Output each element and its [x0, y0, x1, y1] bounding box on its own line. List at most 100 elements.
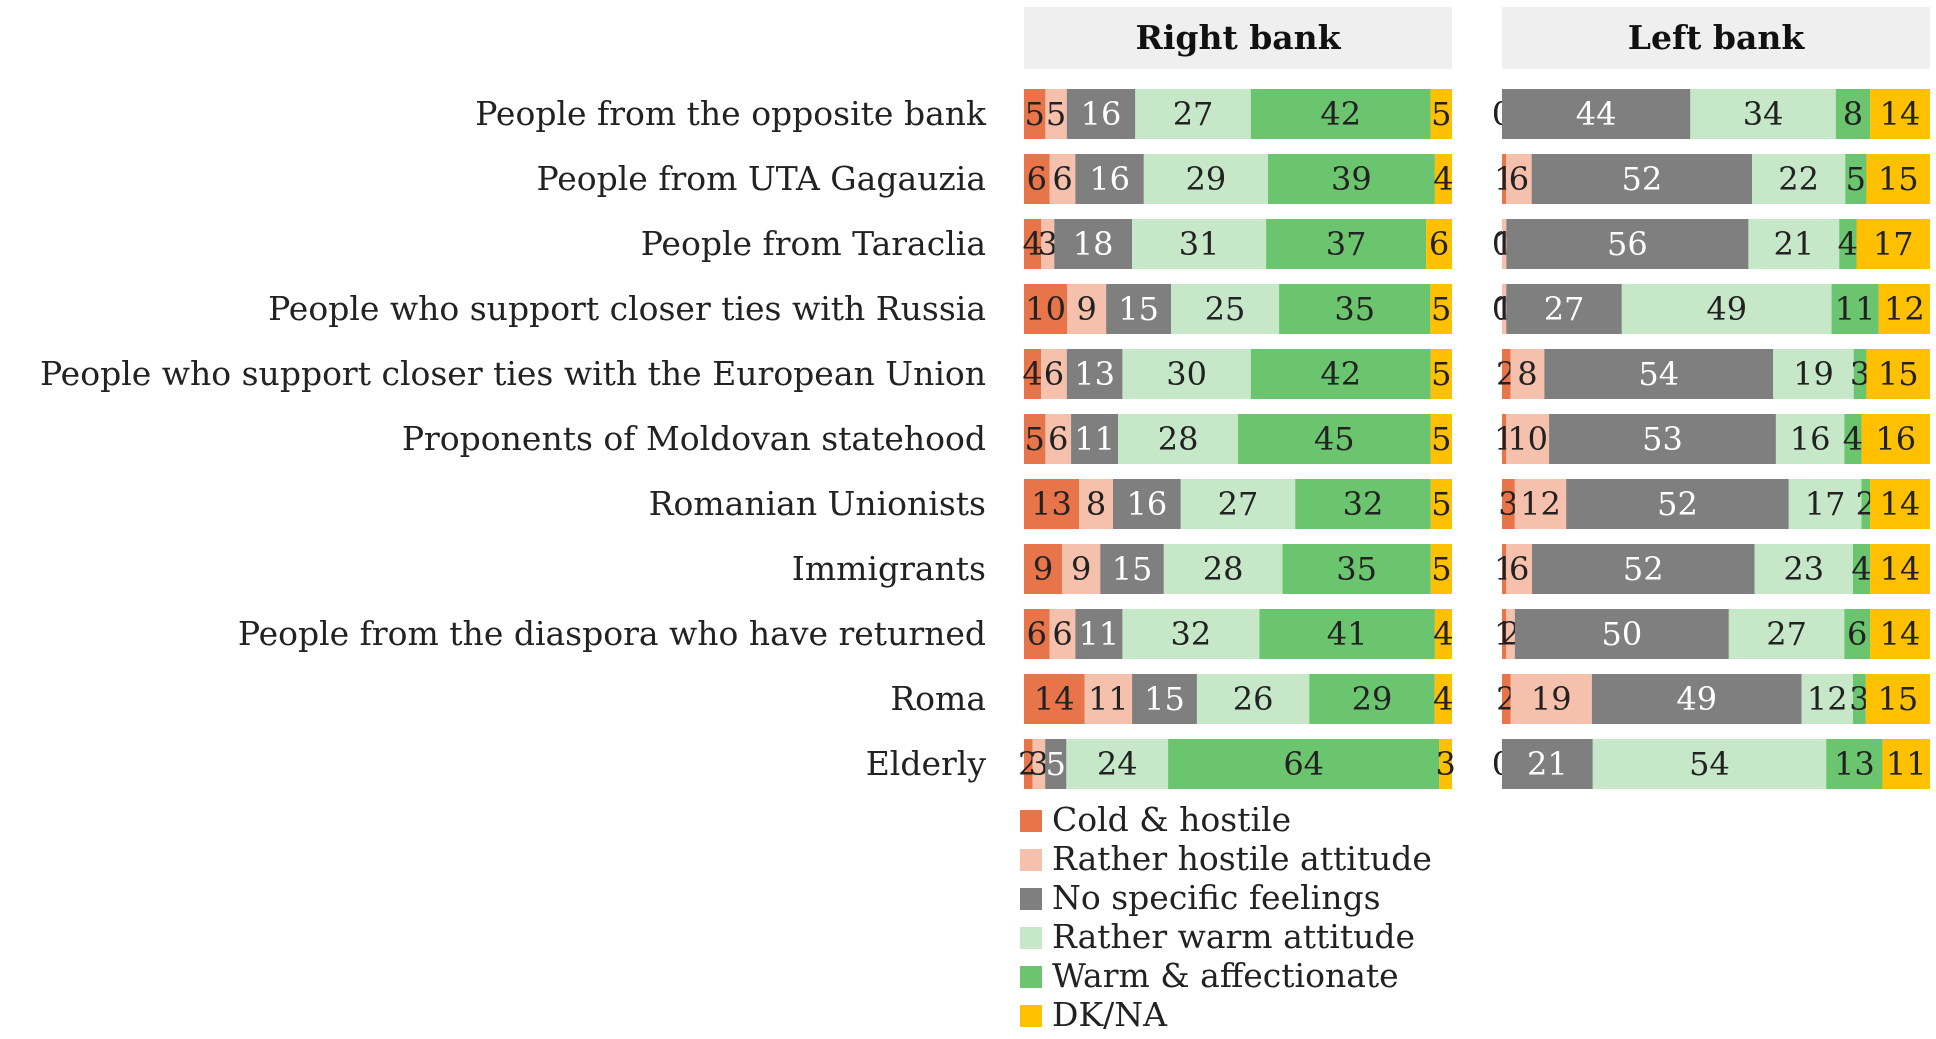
bar-segment-no-specific-feelings: [1066, 89, 1136, 139]
category-label: People who support closer ties with Russ…: [268, 289, 986, 328]
data-label: 10: [1025, 290, 1066, 328]
bar-segment-dk-na: [1861, 414, 1930, 464]
data-label: 52: [1623, 550, 1664, 588]
bar-segment-cold-hostile: [1502, 544, 1507, 594]
panel-titles: Right bank Left bank: [1024, 7, 1930, 69]
legend-label-cold-hostile: Cold & hostile: [1052, 800, 1291, 839]
data-label: 17: [1873, 225, 1914, 263]
bar-segment-rather-hostile-attitude: [1041, 349, 1067, 399]
data-label: 3: [1498, 485, 1518, 523]
bar-segment-rather-warm-attitude: [1773, 349, 1854, 399]
data-label: 28: [1203, 550, 1244, 588]
bar-segment-cold-hostile: [1024, 674, 1085, 724]
bar-segment-cold-hostile: [1502, 414, 1507, 464]
bar-segment-warm-affectionate: [1845, 154, 1867, 204]
bar-segment-dk-na: [1426, 219, 1452, 269]
legend-swatch-dk-na: [1020, 1005, 1042, 1027]
category-label: People from the diaspora who have return…: [238, 614, 986, 653]
data-label: 32: [1343, 485, 1384, 523]
category-label: Roma: [890, 679, 986, 718]
panel-header-right-bank: [1024, 7, 1452, 69]
bar-segment-warm-affectionate: [1250, 89, 1431, 139]
data-label: 11: [1835, 290, 1876, 328]
category-label: Elderly: [866, 744, 987, 783]
bar-segment-rather-hostile-attitude: [1510, 349, 1545, 399]
bar-segment-rather-hostile-attitude: [1514, 479, 1567, 529]
bar-segment-rather-warm-attitude: [1621, 284, 1832, 334]
data-label: 64: [1283, 745, 1324, 783]
data-label: 21: [1773, 225, 1814, 263]
bar-segment-warm-affectionate: [1238, 414, 1431, 464]
data-label: 4: [1838, 225, 1858, 263]
category-label: Romanian Unionists: [649, 484, 986, 523]
legend-label-no-specific-feelings: No specific feelings: [1052, 878, 1381, 917]
data-label: 14: [1034, 680, 1075, 718]
data-label: 45: [1314, 420, 1355, 458]
bar-segment-dk-na: [1870, 479, 1930, 529]
panel-bars-right-bank: 5 5 16 27 42 56 6 16 29 39 443 18 31 37 610 9 15 25 35 54 6 1…: [1018, 89, 1456, 789]
bar-segment-rather-warm-attitude: [1122, 609, 1260, 659]
data-label: 5: [1431, 95, 1451, 133]
panel-header-left-bank: [1502, 7, 1930, 69]
data-label: 29: [1186, 160, 1227, 198]
category-label: People from UTA Gagauzia: [537, 159, 987, 198]
bar-segment-warm-affectionate: [1295, 479, 1431, 529]
bar-segment-no-specific-feelings: [1514, 609, 1729, 659]
data-label: 16: [1089, 160, 1130, 198]
bar-segment-cold-hostile: [1024, 479, 1080, 529]
legend-swatch-rather-warm-attitude: [1020, 927, 1042, 949]
bar-segment-warm-affectionate: [1839, 219, 1857, 269]
data-label: 6: [1027, 615, 1047, 653]
panel-bars-left-bank: 0044348141652225150156214170127491112285…: [1492, 89, 1930, 789]
bar-segment-no-specific-feelings: [1066, 349, 1123, 399]
data-label: 21: [1527, 745, 1568, 783]
bar-segment-cold-hostile: [1502, 479, 1515, 529]
bar-segment-dk-na: [1430, 89, 1452, 139]
data-label: 6: [1052, 160, 1072, 198]
bar-segment-dk-na: [1866, 349, 1930, 399]
data-label: 11: [1886, 745, 1927, 783]
bar-segment-rather-warm-attitude: [1180, 479, 1296, 529]
bar-segment-dk-na: [1856, 219, 1930, 269]
bar-segment-dk-na: [1430, 349, 1452, 399]
data-label: 54: [1689, 745, 1730, 783]
bar-segment-dk-na: [1870, 609, 1930, 659]
data-label: 5: [1846, 160, 1866, 198]
bar-segment-dk-na: [1439, 739, 1452, 789]
bar-segment-rather-hostile-attitude: [1502, 284, 1507, 334]
data-label: 32: [1171, 615, 1212, 653]
bar-segment-warm-affectionate: [1844, 414, 1862, 464]
bar-segment-warm-affectionate: [1250, 349, 1431, 399]
bar-segment-rather-hostile-attitude: [1045, 89, 1067, 139]
bar-segment-rather-hostile-attitude: [1032, 739, 1046, 789]
bar-segment-warm-affectionate: [1835, 89, 1871, 139]
data-label: 5: [1431, 420, 1451, 458]
data-label: 41: [1327, 615, 1368, 653]
data-label: 11: [1074, 420, 1115, 458]
bar-segment-cold-hostile: [1502, 154, 1507, 204]
legend-label-dk-na: DK/NA: [1052, 995, 1168, 1034]
bar-segment-cold-hostile: [1502, 609, 1507, 659]
bar-segment-rather-hostile-attitude: [1041, 219, 1055, 269]
bar-segment-dk-na: [1430, 414, 1452, 464]
data-label: 12: [1884, 290, 1925, 328]
bar-segment-dk-na: [1430, 479, 1452, 529]
bar-segment-rather-hostile-attitude: [1506, 544, 1532, 594]
data-label: 4: [1843, 420, 1863, 458]
bar-segment-cold-hostile: [1024, 89, 1046, 139]
bar-segment-no-specific-feelings: [1502, 739, 1593, 789]
data-label: 4: [1433, 680, 1453, 718]
data-label: 37: [1326, 225, 1367, 263]
data-label: 6: [1509, 550, 1529, 588]
bar-segment-dk-na: [1882, 739, 1930, 789]
bar-segment-no-specific-feelings: [1549, 414, 1776, 464]
data-label: 17: [1805, 485, 1846, 523]
bar-segment-rather-hostile-attitude: [1506, 609, 1515, 659]
legend-swatch-rather-hostile-attitude: [1020, 849, 1042, 871]
bar-segment-rather-warm-attitude: [1132, 219, 1267, 269]
bar-segment-rather-warm-attitude: [1143, 154, 1268, 204]
bar-segment-warm-affectionate: [1267, 154, 1435, 204]
data-label: 25: [1205, 290, 1246, 328]
